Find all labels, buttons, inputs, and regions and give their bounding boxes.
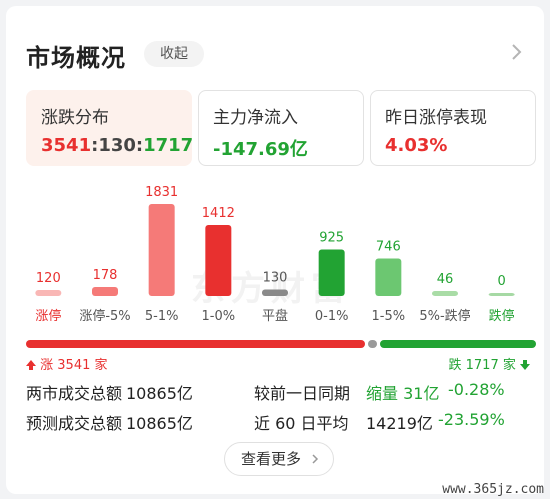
up-segment	[26, 340, 365, 348]
bar-value-label: 178	[93, 268, 118, 283]
tab-distribution-value: 3541:130:1717	[41, 135, 193, 156]
down-count-value: 1717	[143, 135, 194, 156]
category-label: 跌停	[489, 308, 515, 324]
tab-distribution-label: 涨跌分布	[41, 108, 109, 128]
up-total-label: 涨 3541 家	[40, 358, 108, 373]
bar-5	[318, 249, 345, 296]
market-overview-card: 市场概况 收起 涨跌分布 3541:130:1717 主力净流入 -147.69…	[6, 6, 544, 494]
avg60-change: -23.59%	[438, 410, 505, 429]
down-total-label: 跌 1717 家	[448, 358, 516, 373]
chevron-right-icon[interactable]	[506, 42, 526, 62]
bar-value-label: 120	[36, 271, 61, 286]
tab-main-inflow-value: -147.69亿	[213, 139, 308, 160]
prev-day-change: -0.28%	[448, 380, 505, 399]
category-label: 涨停-5%	[79, 308, 130, 324]
category-label: 5%-跌停	[419, 308, 470, 324]
view-more-button[interactable]: 查看更多	[224, 442, 334, 476]
site-watermark: www.365jz.com	[442, 482, 544, 497]
up-count-value: 3541	[41, 135, 92, 156]
down-total: 跌 1717 家	[448, 354, 530, 373]
summary-tabs: 涨跌分布 3541:130:1717 主力净流入 -147.69亿 昨日涨停表现…	[26, 90, 536, 168]
forecast-label: 预测成交总额	[26, 414, 123, 433]
tab-limit-up-value: 4.03%	[385, 135, 448, 156]
arrow-up-icon	[26, 360, 36, 370]
bar-value-label: 46	[437, 272, 454, 287]
collapse-button[interactable]: 收起	[144, 41, 204, 67]
category-label: 1-0%	[202, 309, 236, 324]
bar-7	[432, 291, 458, 296]
bar-value-label: 1831	[145, 185, 178, 200]
category-label: 1-5%	[372, 309, 406, 324]
avg60-value: 14219亿	[366, 414, 433, 433]
bar-value-label: 925	[319, 231, 344, 246]
bar-6	[375, 258, 402, 296]
sep-2: :	[135, 135, 144, 156]
category-label: 平盘	[262, 308, 288, 324]
tab-limit-up-performance[interactable]: 昨日涨停表现 4.03%	[370, 90, 536, 166]
tab-main-inflow[interactable]: 主力净流入 -147.69亿	[198, 90, 364, 166]
tab-limit-up-label: 昨日涨停表现	[385, 108, 487, 128]
distribution-chart: 120 涨停 178 涨停-5% 1831 5-1% 1412 1-0% 130 平盘 925 0-1…	[35, 185, 515, 324]
bar-value-label: 0	[498, 274, 506, 289]
prev-day-label: 较前一日同期	[254, 384, 351, 403]
flat-count-value: 130	[98, 135, 136, 156]
bar-0	[35, 289, 62, 296]
turnover-value: 10865亿	[126, 384, 193, 403]
tab-main-inflow-label: 主力净流入	[213, 108, 298, 128]
sep-1: :	[91, 135, 99, 156]
category-label: 0-1%	[315, 309, 349, 324]
tab-distribution[interactable]: 涨跌分布 3541:130:1717	[26, 90, 193, 166]
arrow-down-icon	[520, 360, 530, 370]
bar-value-label: 1412	[202, 206, 235, 221]
category-label: 5-1%	[145, 309, 179, 324]
turnover-label: 两市成交总额	[26, 384, 123, 403]
bar-value-label: 746	[376, 240, 401, 255]
up-down-distribution-bar	[26, 340, 536, 348]
chevron-right-small-icon	[312, 454, 319, 464]
down-segment	[380, 340, 536, 348]
up-total: 涨 3541 家	[26, 354, 108, 373]
view-more-label: 查看更多	[241, 450, 302, 468]
page-title: 市场概况	[26, 44, 126, 72]
bar-1	[92, 287, 118, 296]
bar-value-label: 130	[263, 270, 288, 285]
bar-2	[148, 204, 175, 296]
bar-3	[205, 225, 232, 296]
forecast-value: 10865亿	[126, 414, 193, 433]
avg60-label: 近 60 日平均	[254, 414, 349, 433]
bar-4	[262, 289, 288, 296]
category-label: 涨停	[35, 308, 61, 324]
stat-row-forecast: 预测成交总额 10865亿 近 60 日平均 14219亿 -23.59%	[26, 410, 536, 434]
stat-row-turnover: 两市成交总额 10865亿 较前一日同期 缩量 31亿 -0.28%	[26, 380, 536, 404]
flat-segment	[367, 340, 378, 348]
shrink-value: 缩量 31亿	[366, 384, 440, 403]
bar-8	[488, 293, 515, 296]
